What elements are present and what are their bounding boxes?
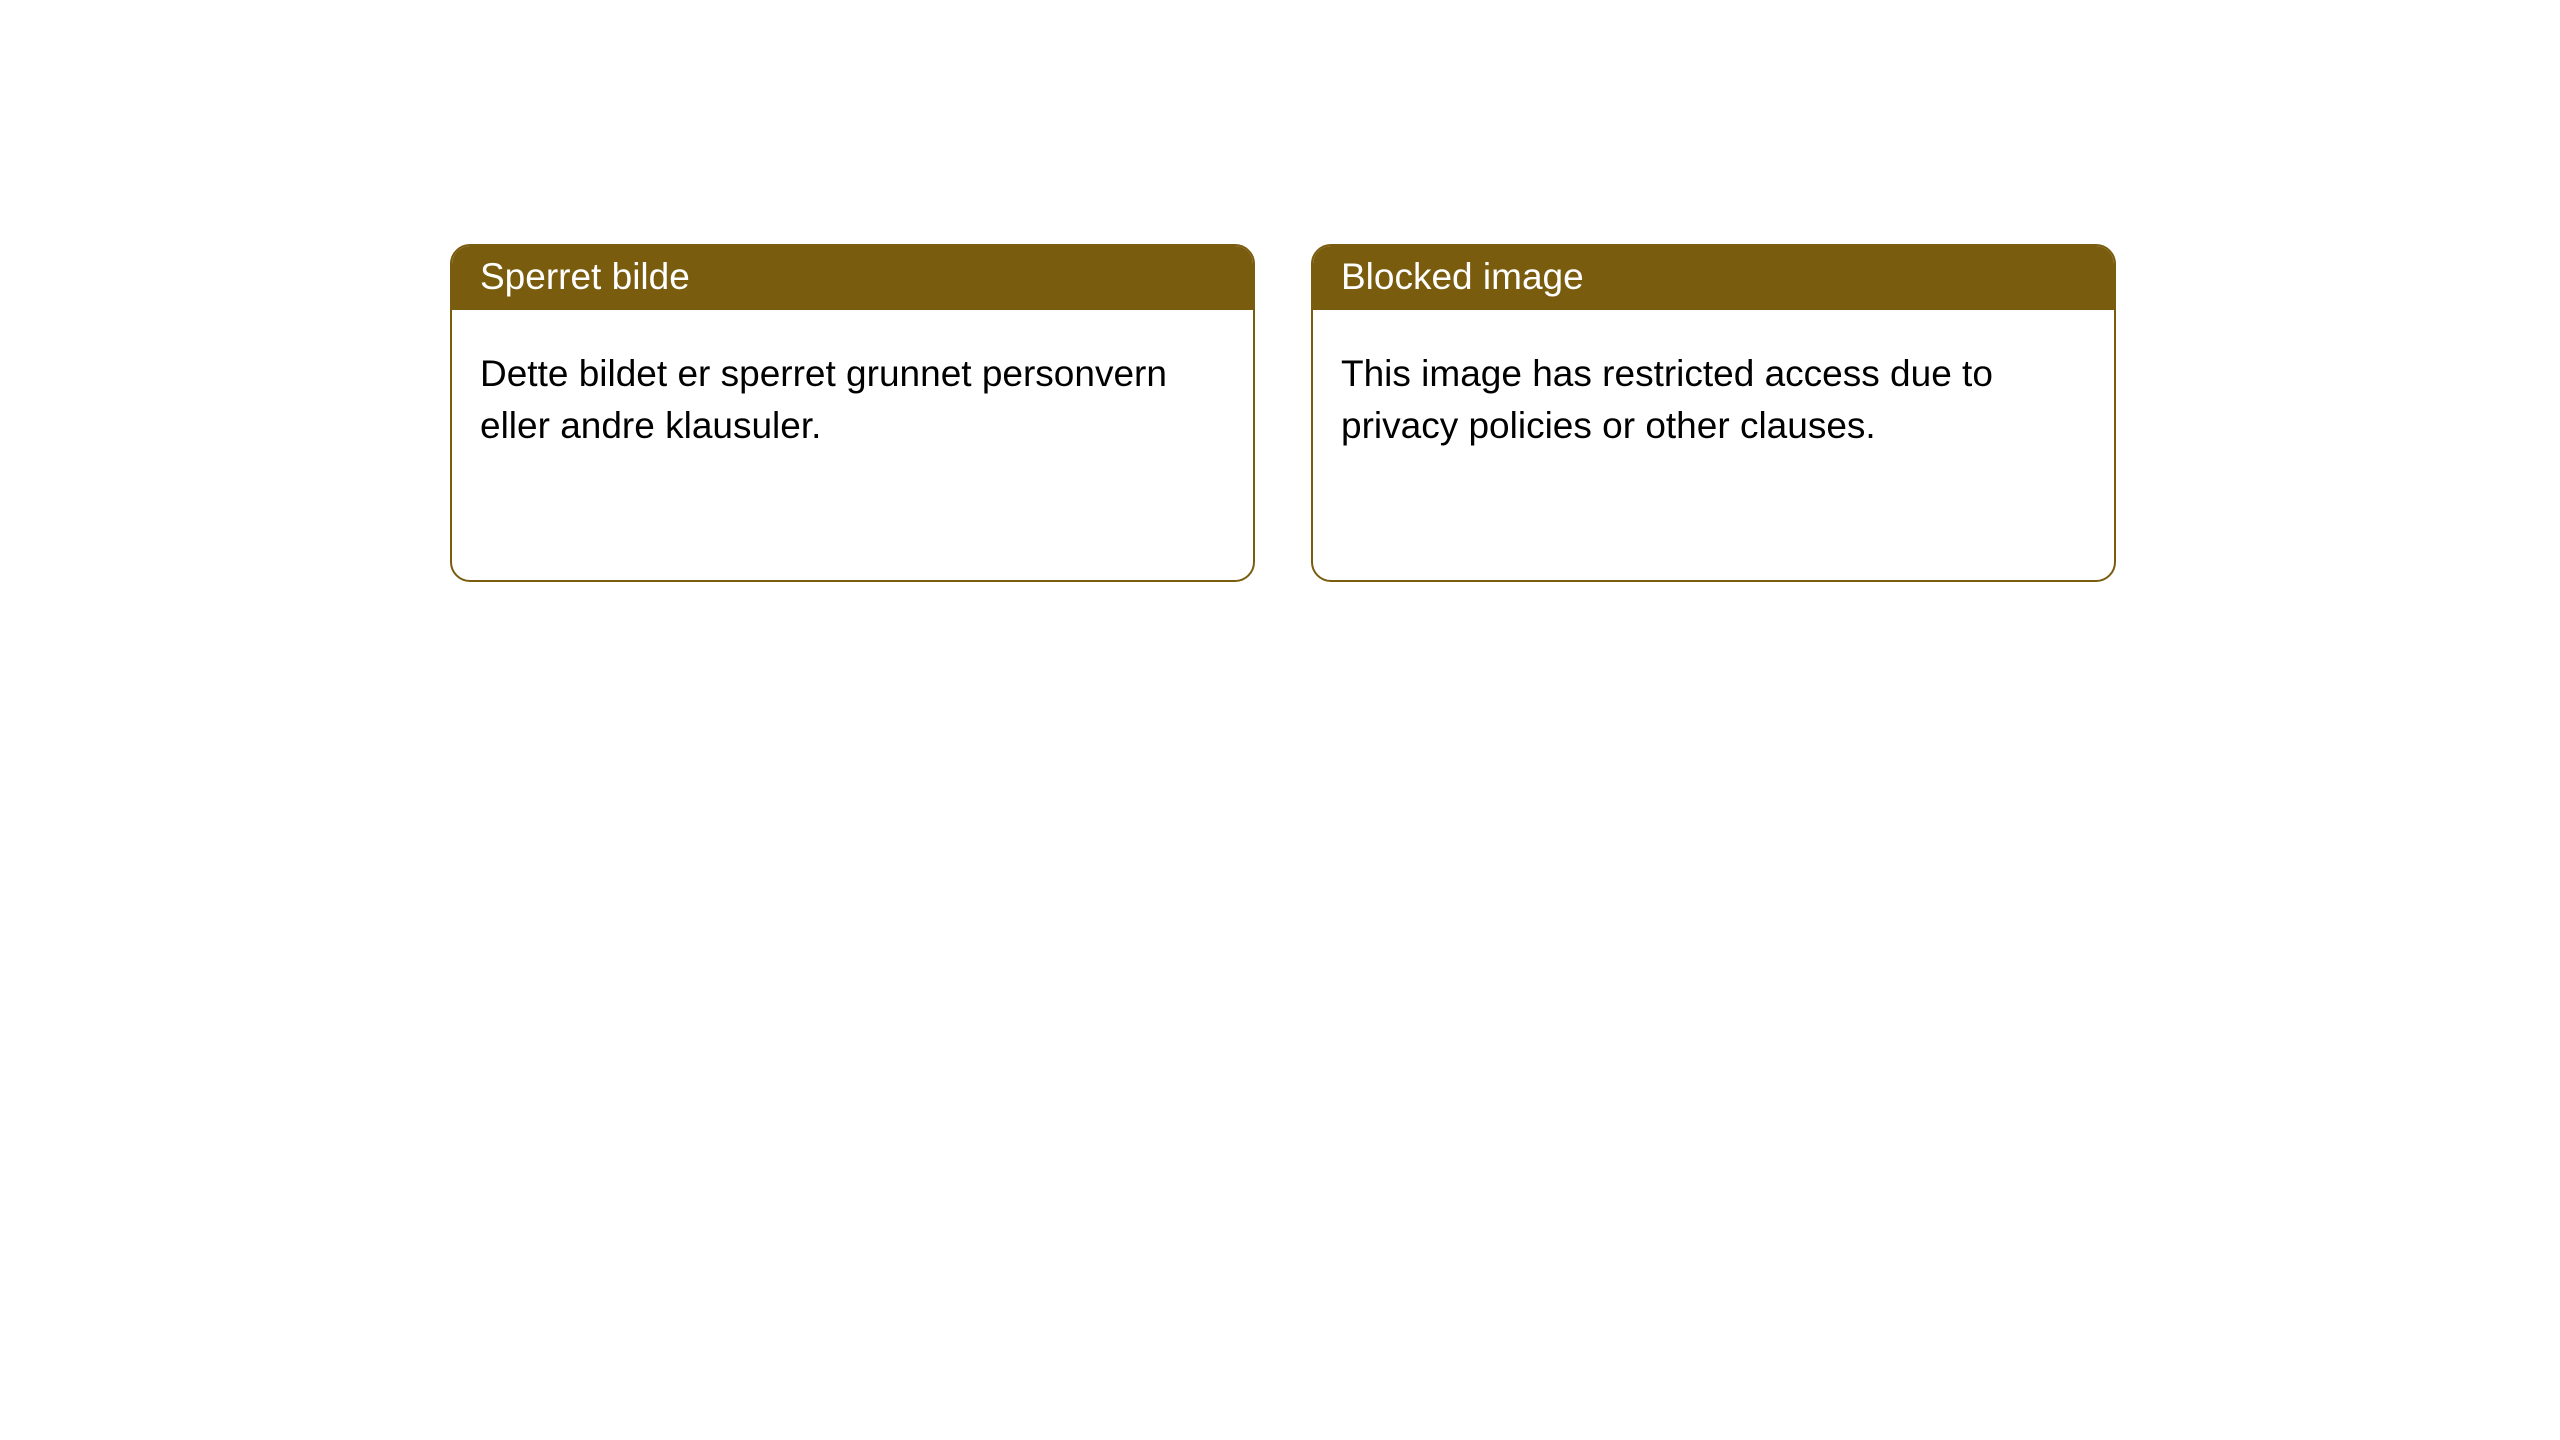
card-body-text: Dette bildet er sperret grunnet personve…: [480, 353, 1167, 446]
card-body: This image has restricted access due to …: [1313, 310, 2114, 480]
blocked-image-card-no: Sperret bilde Dette bildet er sperret gr…: [450, 244, 1255, 582]
card-body: Dette bildet er sperret grunnet personve…: [452, 310, 1253, 480]
card-body-text: This image has restricted access due to …: [1341, 353, 1993, 446]
blocked-image-card-en: Blocked image This image has restricted …: [1311, 244, 2116, 582]
card-header: Sperret bilde: [452, 246, 1253, 310]
card-title: Sperret bilde: [480, 256, 690, 297]
card-header: Blocked image: [1313, 246, 2114, 310]
card-title: Blocked image: [1341, 256, 1584, 297]
cards-container: Sperret bilde Dette bildet er sperret gr…: [0, 0, 2560, 582]
